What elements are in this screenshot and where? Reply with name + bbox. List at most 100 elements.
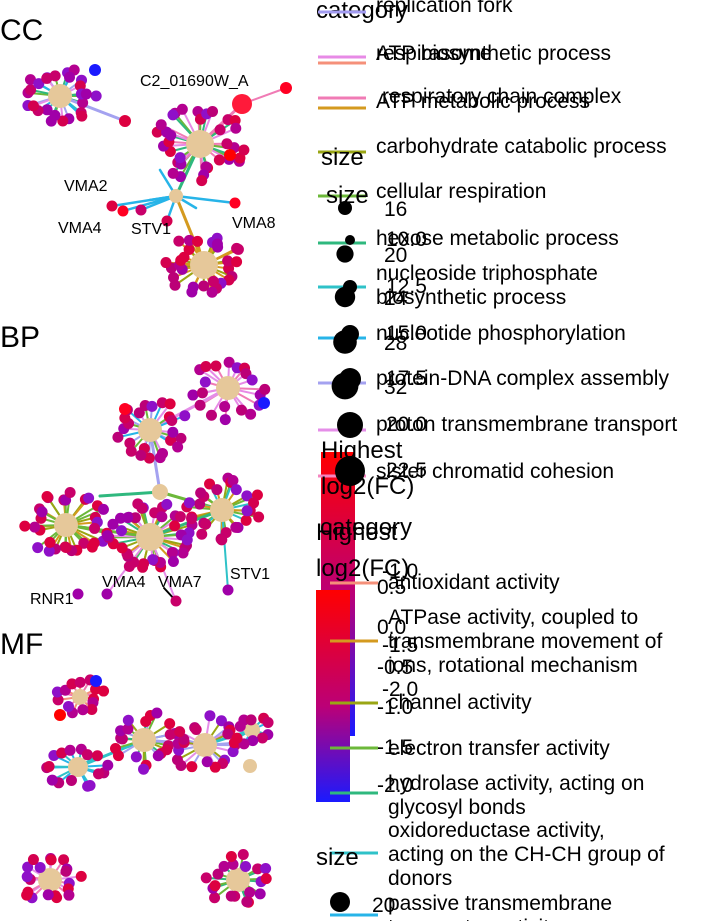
legend-cc-size-label: 12.5 xyxy=(386,275,427,298)
bp-cluster-1-gene xyxy=(245,408,257,420)
legend-cc-size-label: 15.0 xyxy=(386,322,427,345)
node-label-vma2: VMA2 xyxy=(64,178,108,195)
mf-cluster-3-gene xyxy=(164,729,176,741)
bp-cluster-1-gene xyxy=(235,404,247,416)
cc-cluster-2-gene xyxy=(176,103,188,115)
bp-cluster-2-gene xyxy=(166,415,178,427)
bp-cluster-3-gene xyxy=(41,490,53,502)
bp-cluster-1-hub xyxy=(216,376,240,400)
cc-cluster-2-gene xyxy=(196,175,208,187)
mf-cluster-4-gene xyxy=(171,754,183,766)
cc-gene-c2-01690w-a xyxy=(232,94,252,114)
legend-cc-category-label: replication fork xyxy=(376,0,513,17)
bp-cluster-2-gene xyxy=(167,426,179,438)
mf-cluster-7-gene xyxy=(225,851,237,863)
node-label-stv1-bp: STV1 xyxy=(230,566,270,583)
cc-cluster-3-gene xyxy=(231,242,243,254)
legend-cc-size-label: 28 xyxy=(384,332,407,355)
mf-cluster-4-gene xyxy=(204,710,216,722)
mf-cluster-7-gene xyxy=(241,896,253,908)
mf-cluster-3-gene xyxy=(152,750,164,762)
legend-cc-size-title-a: size xyxy=(321,144,364,171)
cc-cluster-1-gene xyxy=(64,71,76,83)
cc-cluster-2-gene xyxy=(238,144,250,156)
bp-cluster-4-gene xyxy=(156,511,168,523)
legend-mf-color-title-line1: Highest xyxy=(316,519,398,546)
legend-mf-category-label: transmembrane movement of xyxy=(388,630,662,653)
mf-cluster-7-gene xyxy=(252,863,264,875)
legend-cc-size-key xyxy=(341,325,359,343)
mf-cluster-4-hub xyxy=(193,733,217,757)
legend-cc-color-tick: 0.5 xyxy=(377,576,406,599)
legend-cc-size-label: 20 xyxy=(384,244,407,267)
cc-cluster-1-gene xyxy=(45,115,57,127)
mf-cluster-2-hub xyxy=(68,757,88,777)
bp-cluster-1-gene xyxy=(210,360,222,372)
bp-cluster-5-gene xyxy=(195,487,207,499)
edge xyxy=(174,194,237,205)
bp-cluster-3-gene xyxy=(32,542,44,554)
mf-cluster-6-hub xyxy=(38,868,62,892)
mf-cluster-2-gene xyxy=(102,759,114,771)
legend-cc-size-label: 10.0 xyxy=(386,228,427,251)
legend-cc-size-label: 22.5 xyxy=(386,459,427,482)
mf-cluster-5-gene xyxy=(247,735,259,747)
mf-cluster-3-gene xyxy=(151,707,163,719)
mf-cluster-2-gene xyxy=(82,780,94,792)
legend-cc-size-key xyxy=(343,280,357,294)
bp-cluster-3-hub xyxy=(54,513,78,537)
bp-cluster-4-gene xyxy=(129,512,141,524)
cc-cluster-3-gene xyxy=(222,255,234,267)
legend-mf-category-title: category xyxy=(320,514,412,541)
cc-cluster-3-gene xyxy=(191,235,203,247)
legend-mf-category-label: transporter activity xyxy=(388,916,560,921)
bp-gene-stv1 xyxy=(222,584,234,596)
mf-cluster-4-gene xyxy=(186,761,198,773)
edge xyxy=(98,490,162,498)
bp-cluster-4-hub xyxy=(136,523,164,551)
mf-cluster-6-gene xyxy=(22,861,34,873)
cc-gene-vma2 xyxy=(106,200,118,212)
cc-cluster-2-gene xyxy=(167,167,179,179)
bp-cluster-2-hub xyxy=(138,418,162,442)
mf-gene-low xyxy=(90,675,102,687)
bp-gene-rnr1 xyxy=(72,588,84,600)
mf-cluster-6-gene xyxy=(63,889,75,901)
legend-cc-size-label: 24 xyxy=(384,287,408,310)
mf-cluster-4-gene xyxy=(215,715,227,727)
cc-cluster-1-gene xyxy=(41,104,53,116)
bp-cluster-2-gene xyxy=(133,407,145,419)
bp-cluster-3-gene xyxy=(43,545,55,557)
legend-mf-category-label: ions, rotational mechanism xyxy=(388,654,638,677)
bp-cluster-3-gene xyxy=(29,521,41,533)
node-label-vma4-bp: VMA4 xyxy=(102,574,146,591)
cc-cluster-3-gene xyxy=(168,272,180,284)
legend-cc-size-label: 32 xyxy=(384,376,407,399)
bp-cluster-4-gene xyxy=(136,502,148,514)
mf-cluster-3-gene xyxy=(122,723,134,735)
cc-cluster-1-gene xyxy=(57,115,69,127)
cc-cluster-1-gene xyxy=(41,72,53,84)
mf-cluster-2-gene xyxy=(56,747,68,759)
mf-cluster-3-hub xyxy=(132,728,156,752)
mf-cluster-4-gene xyxy=(190,723,202,735)
legend-cc-category-label: nucleoside triphosphate xyxy=(376,262,598,285)
panel-label-mf: MF xyxy=(0,628,43,661)
cc-cluster-1-gene xyxy=(25,84,37,96)
legend-cc-color-title-line2: log2(FC) xyxy=(321,473,414,500)
mf-cluster-4-gene xyxy=(227,746,239,758)
cc-cluster-1-gene xyxy=(77,97,89,109)
bp-cluster-2-gene xyxy=(143,452,155,464)
legend-mf-color-tick: -1.5 xyxy=(382,634,418,657)
bp-cluster-5-hub xyxy=(210,498,234,522)
mf-cluster-2-gene xyxy=(65,774,77,786)
cc-cluster-3-gene xyxy=(198,280,210,292)
cc-cluster-3-gene xyxy=(231,256,243,268)
cc-gene xyxy=(119,115,131,127)
bp-cluster-2-gene xyxy=(164,398,176,410)
bp-cluster-2-gene xyxy=(154,452,166,464)
cc-cluster-3-gene xyxy=(183,234,195,246)
cc-cluster-2-gene xyxy=(167,109,179,121)
cc-cluster-3-gene xyxy=(183,244,195,256)
cc-cluster-1-gene xyxy=(27,100,39,112)
